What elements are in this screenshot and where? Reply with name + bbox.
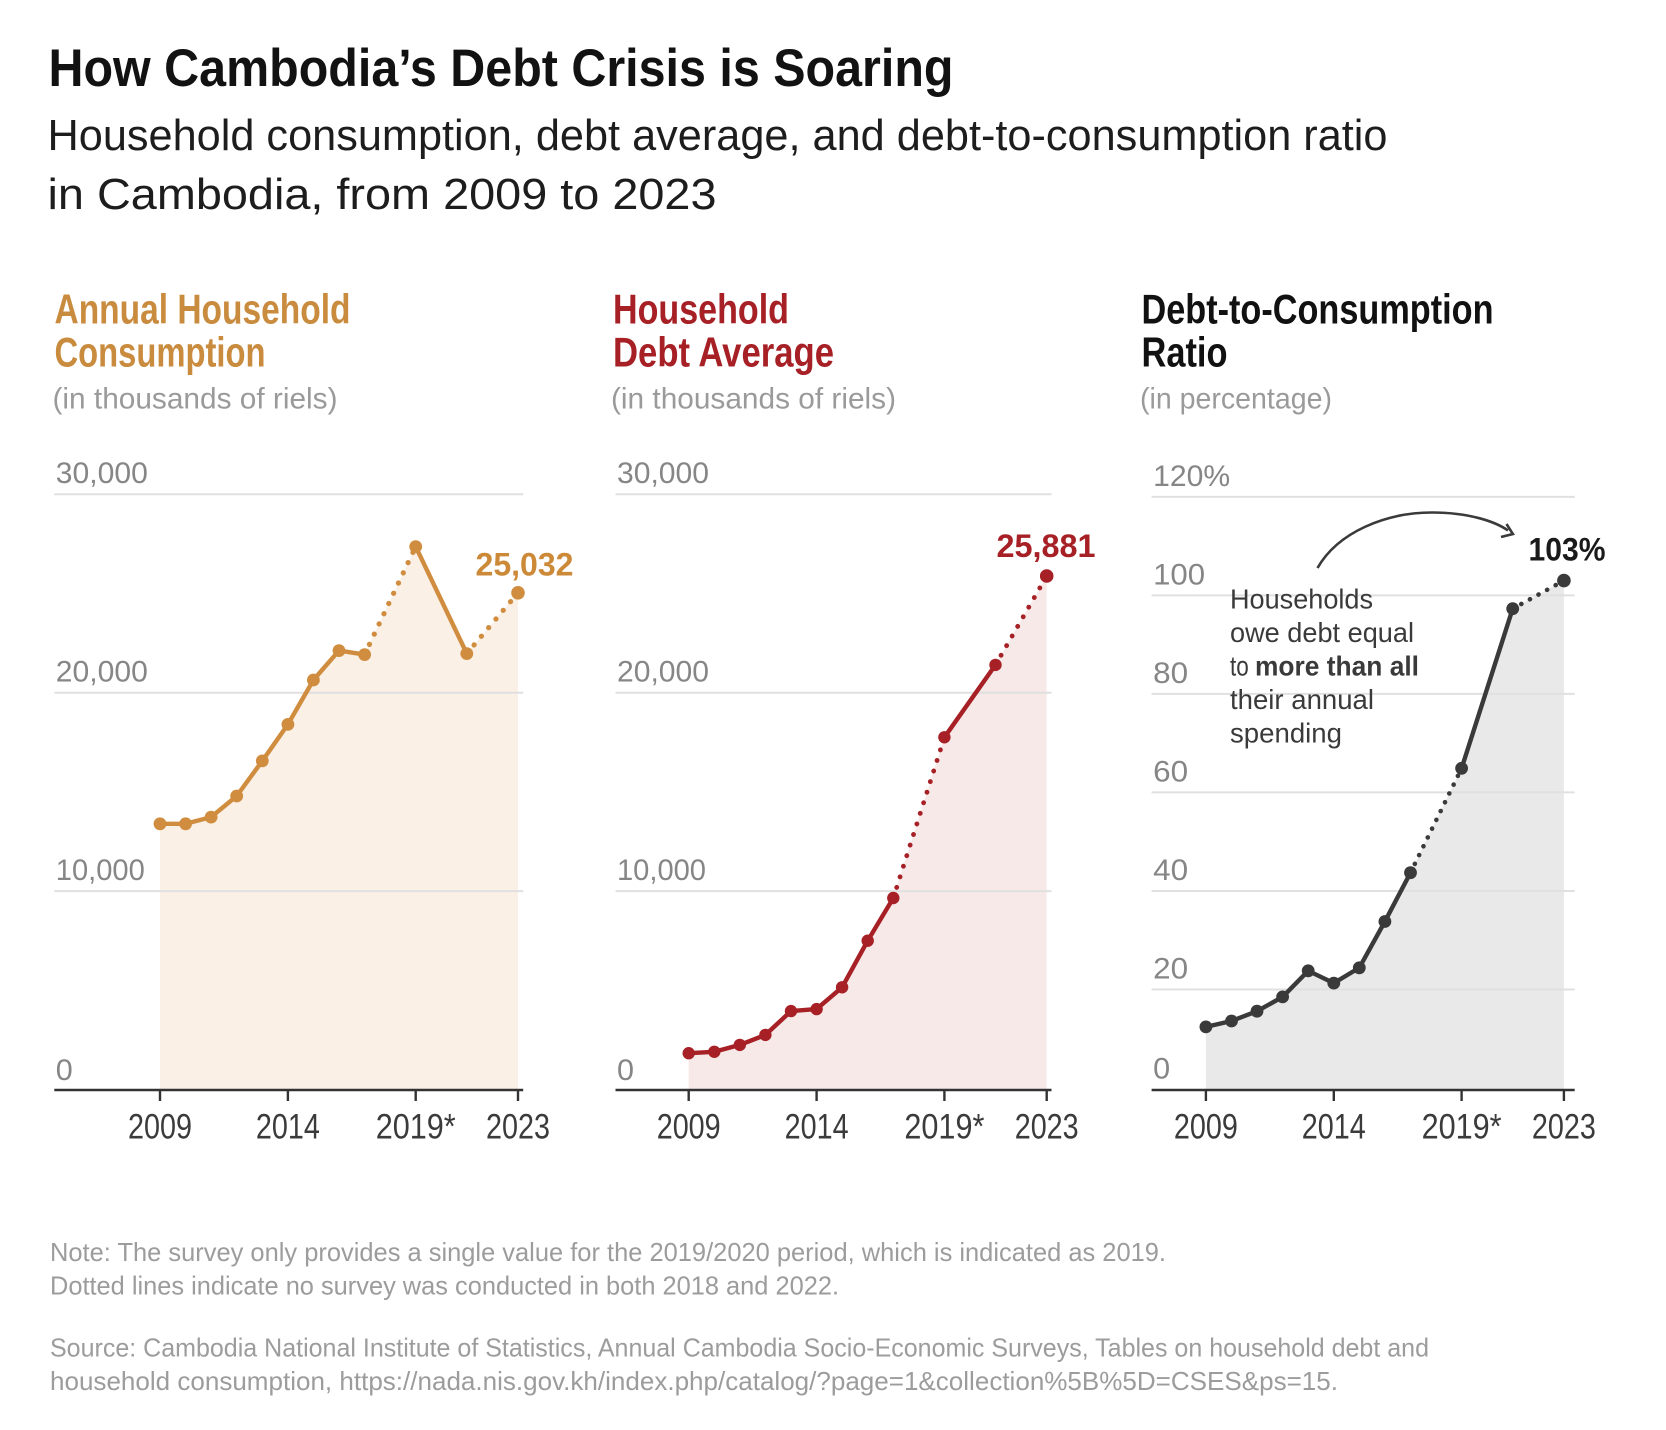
svg-text:2009: 2009 [1174, 1107, 1238, 1147]
svg-text:spending: spending [1230, 718, 1342, 749]
svg-text:2019*: 2019* [1422, 1107, 1502, 1147]
svg-text:25,881: 25,881 [997, 528, 1096, 564]
svg-text:Debt Average: Debt Average [613, 329, 834, 376]
svg-text:30,000: 30,000 [617, 457, 709, 490]
svg-text:2014: 2014 [1302, 1107, 1366, 1147]
svg-text:2023: 2023 [1532, 1107, 1596, 1147]
svg-text:2014: 2014 [785, 1107, 849, 1147]
svg-text:0: 0 [56, 1054, 73, 1087]
svg-text:0: 0 [617, 1054, 634, 1087]
svg-text:30,000: 30,000 [56, 457, 148, 490]
svg-text:in Cambodia, from 2009 to 2023: in Cambodia, from 2009 to 2023 [48, 170, 717, 219]
svg-text:100: 100 [1153, 558, 1205, 591]
svg-text:20,000: 20,000 [617, 656, 709, 689]
svg-text:Household consumption, debt av: Household consumption, debt average, and… [48, 111, 1388, 160]
svg-text:2009: 2009 [128, 1107, 192, 1147]
svg-text:25,032: 25,032 [476, 547, 574, 583]
svg-text:Debt-to-Consumption: Debt-to-Consumption [1142, 286, 1494, 333]
svg-text:2019*: 2019* [376, 1107, 456, 1147]
svg-text:Annual Household: Annual Household [55, 286, 351, 333]
svg-text:2009: 2009 [657, 1107, 721, 1147]
svg-text:(in thousands of riels): (in thousands of riels) [53, 383, 338, 416]
svg-text:Ratio: Ratio [1142, 329, 1228, 376]
svg-text:2023: 2023 [1015, 1107, 1079, 1147]
svg-text:20: 20 [1153, 953, 1188, 986]
svg-text:20,000: 20,000 [56, 656, 148, 689]
svg-text:to more than all: to more than all [1230, 651, 1419, 682]
svg-text:(in percentage): (in percentage) [1140, 383, 1332, 416]
svg-text:10,000: 10,000 [617, 854, 706, 887]
svg-text:0: 0 [1153, 1053, 1170, 1086]
svg-text:80: 80 [1153, 657, 1188, 690]
svg-text:Dotted lines indicate no surve: Dotted lines indicate no survey was cond… [50, 1270, 839, 1300]
svg-text:Consumption: Consumption [55, 329, 266, 376]
svg-text:2023: 2023 [486, 1107, 550, 1147]
svg-text:their annual: their annual [1230, 684, 1374, 715]
svg-text:103%: 103% [1529, 532, 1606, 568]
svg-text:120%: 120% [1153, 460, 1230, 493]
svg-text:2014: 2014 [256, 1107, 320, 1147]
svg-text:Note: The survey only provides: Note: The survey only provides a single … [50, 1237, 1166, 1267]
svg-text:Households: Households [1230, 584, 1373, 615]
svg-text:10,000: 10,000 [56, 854, 145, 887]
svg-text:60: 60 [1153, 755, 1188, 788]
svg-text:owe debt equal: owe debt equal [1230, 617, 1414, 648]
svg-text:Source: Cambodia National Inst: Source: Cambodia National Institute of S… [50, 1332, 1429, 1362]
svg-text:(in thousands of riels): (in thousands of riels) [611, 383, 896, 416]
svg-text:How Cambodia’s Debt Crisis is: How Cambodia’s Debt Crisis is Soaring [49, 39, 954, 98]
svg-text:Household: Household [613, 286, 789, 333]
svg-text:household consumption, https:/: household consumption, https://nada.nis.… [50, 1366, 1338, 1396]
svg-text:2019*: 2019* [904, 1107, 984, 1147]
svg-text:40: 40 [1153, 854, 1188, 887]
